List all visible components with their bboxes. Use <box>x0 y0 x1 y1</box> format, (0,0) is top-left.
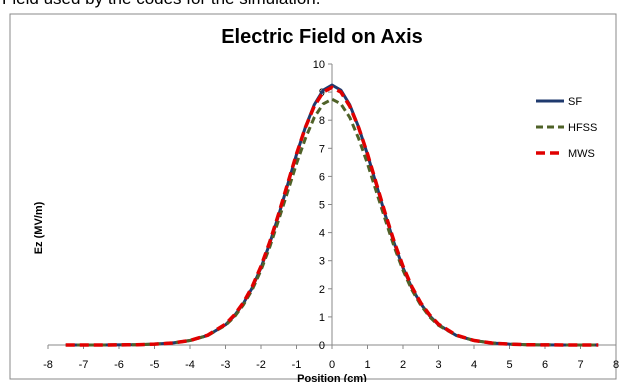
x-tick-label: 0 <box>329 359 335 371</box>
legend-label-sf: SF <box>568 96 582 108</box>
y-tick-label: 10 <box>313 59 325 71</box>
chart-frame <box>9 13 617 380</box>
legend-label-hfss: HFSS <box>568 122 597 134</box>
x-tick-label: 4 <box>471 359 477 371</box>
x-tick-label: 8 <box>613 359 619 371</box>
chart-title: Electric Field on Axis <box>221 26 423 48</box>
x-tick-label: -3 <box>221 359 231 371</box>
x-tick-label: -6 <box>114 359 124 371</box>
x-axis-label: Position (cm) <box>297 373 367 382</box>
x-tick-label: -2 <box>256 359 266 371</box>
x-tick-label: -1 <box>292 359 302 371</box>
x-tick-label: 7 <box>577 359 583 371</box>
y-tick-label: 8 <box>319 115 325 127</box>
legend-label-mws: MWS <box>568 148 595 160</box>
x-tick-label: -4 <box>185 359 195 371</box>
series-lines <box>65 83 599 347</box>
legend: SF HFSS MWS <box>536 96 597 160</box>
x-tick-label: -8 <box>43 359 53 371</box>
x-tick-label: 1 <box>364 359 370 371</box>
y-tick-label: 3 <box>319 256 325 268</box>
y-tick-label: 5 <box>319 200 325 212</box>
x-tick-label: -7 <box>79 359 89 371</box>
y-tick-label: 2 <box>319 284 325 296</box>
y-tick-label: 1 <box>319 312 325 324</box>
y-tick-label: 6 <box>319 171 325 183</box>
y-tick-label: 7 <box>319 143 325 155</box>
x-tick-label: 2 <box>400 359 406 371</box>
x-tick-label: -5 <box>150 359 160 371</box>
x-tick-label: 5 <box>506 359 512 371</box>
x-tick-label: 3 <box>435 359 441 371</box>
x-tick-label: 6 <box>542 359 548 371</box>
y-axis-label: Ez (MV/m) <box>33 201 45 254</box>
y-tick-label: 4 <box>319 228 325 240</box>
caption-fragment: Field used by the codes for the simulati… <box>2 0 320 9</box>
y-tick-label: 0 <box>319 340 325 352</box>
series-line-mws <box>65 85 599 347</box>
